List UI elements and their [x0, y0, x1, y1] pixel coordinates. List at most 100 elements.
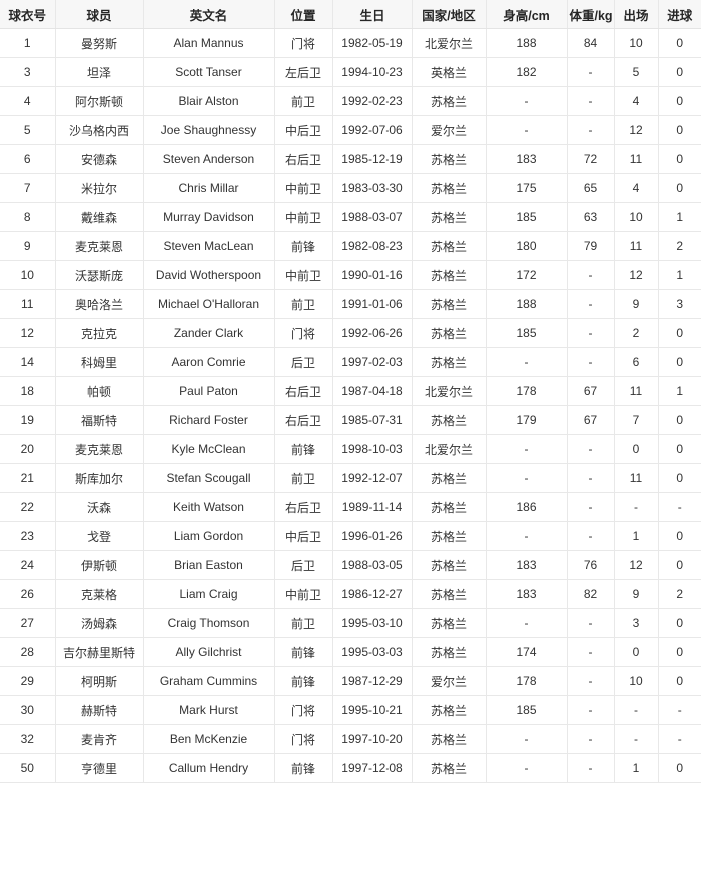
cell-player-name-cn[interactable]: 麦克莱恩	[55, 231, 144, 261]
cell-position: 右后卫	[274, 376, 333, 406]
cell-height: -	[486, 753, 568, 783]
cell-player-name-cn[interactable]: 戈登	[55, 521, 144, 551]
cell-appearances: 3	[614, 608, 659, 638]
cell-player-name-cn[interactable]: 戴维森	[55, 202, 144, 232]
cell-shirt-number: 50	[0, 753, 56, 783]
cell-player-name-cn[interactable]: 麦肯齐	[55, 724, 144, 754]
table-header: 球衣号 球员 英文名 位置 生日 国家/地区 身高/cm 体重/kg 出场 进球	[0, 0, 701, 29]
cell-weight: -	[567, 521, 615, 551]
cell-player-name-en[interactable]: Richard Foster	[143, 405, 275, 435]
cell-height: 185	[486, 318, 568, 348]
column-header-height[interactable]: 身高/cm	[486, 0, 568, 29]
cell-player-name-en[interactable]: Brian Easton	[143, 550, 275, 580]
cell-appearances: 0	[614, 637, 659, 667]
cell-player-name-cn[interactable]: 沃森	[55, 492, 144, 522]
cell-country: 英格兰	[412, 57, 487, 87]
cell-shirt-number: 20	[0, 434, 56, 464]
table-row: 29 柯明斯 Graham Cummins 前锋 1987-12-29 爱尔兰 178-10…	[0, 666, 701, 696]
table-row: 14 科姆里 Aaron Comrie 后卫 1997-02-03 苏格兰 - -6 0	[0, 347, 701, 377]
cell-position: 前锋	[274, 231, 333, 261]
cell-player-name-cn[interactable]: 坦泽	[55, 57, 144, 87]
cell-height: 172	[486, 260, 568, 290]
cell-height: 174	[486, 637, 568, 667]
table-row: 24 伊斯顿 Brian Easton 后卫 1988-03-05 苏格兰 183 76 12 0	[0, 550, 701, 580]
cell-country: 苏格兰	[412, 86, 487, 116]
cell-player-name-cn[interactable]: 伊斯顿	[55, 550, 144, 580]
cell-player-name-cn[interactable]: 汤姆森	[55, 608, 144, 638]
cell-birthdate: 1997-10-20	[332, 724, 413, 754]
cell-appearances: 10	[614, 28, 659, 58]
cell-player-name-cn[interactable]: 克莱格	[55, 579, 144, 609]
cell-height: 186	[486, 492, 568, 522]
cell-player-name-cn[interactable]: 米拉尔	[55, 173, 144, 203]
cell-birthdate: 1994-10-23	[332, 57, 413, 87]
cell-player-name-en[interactable]: Ben McKenzie	[143, 724, 275, 754]
cell-player-name-cn[interactable]: 克拉克	[55, 318, 144, 348]
column-header-name-en[interactable]: 英文名	[143, 0, 275, 29]
column-header-country[interactable]: 国家/地区	[412, 0, 487, 29]
cell-player-name-cn[interactable]: 奥哈洛兰	[55, 289, 144, 319]
cell-player-name-cn[interactable]: 赫斯特	[55, 695, 144, 725]
table-row: 21 斯库加尔 Stefan Scougall 前卫 1992-12-07 苏格兰 - -11…	[0, 463, 701, 493]
cell-player-name-en[interactable]: Liam Craig	[143, 579, 275, 609]
table-row: 11 奥哈洛兰 Michael O'Halloran 前卫 1991-01-06 苏格兰 1…	[0, 289, 701, 319]
cell-player-name-cn[interactable]: 曼努斯	[55, 28, 144, 58]
cell-player-name-cn[interactable]: 阿尔斯顿	[55, 86, 144, 116]
cell-player-name-cn[interactable]: 安德森	[55, 144, 144, 174]
cell-player-name-cn[interactable]: 柯明斯	[55, 666, 144, 696]
cell-height: -	[486, 86, 568, 116]
cell-country: 爱尔兰	[412, 115, 487, 145]
cell-player-name-cn[interactable]: 亨德里	[55, 753, 144, 783]
cell-height: -	[486, 724, 568, 754]
cell-appearances: 11	[614, 463, 659, 493]
cell-player-name-cn[interactable]: 福斯特	[55, 405, 144, 435]
cell-player-name-en[interactable]: Stefan Scougall	[143, 463, 275, 493]
column-header-birth[interactable]: 生日	[332, 0, 413, 29]
cell-player-name-en[interactable]: Craig Thomson	[143, 608, 275, 638]
cell-weight: -	[567, 115, 615, 145]
cell-player-name-cn[interactable]: 帕顿	[55, 376, 144, 406]
cell-position: 中后卫	[274, 521, 333, 551]
squad-roster-container: 球衣号 球员 英文名 位置 生日 国家/地区 身高/cm 体重/kg 出场 进球…	[0, 0, 701, 783]
column-header-weight[interactable]: 体重/kg	[567, 0, 615, 29]
column-header-name-cn[interactable]: 球员	[55, 0, 144, 29]
cell-appearances: 11	[614, 144, 659, 174]
cell-player-name-cn[interactable]: 沃瑟斯庞	[55, 260, 144, 290]
cell-player-name-en[interactable]: Liam Gordon	[143, 521, 275, 551]
cell-player-name-cn[interactable]: 吉尔赫里斯特	[55, 637, 144, 667]
cell-player-name-en[interactable]: Michael O'Halloran	[143, 289, 275, 319]
cell-player-name-en[interactable]: Scott Tanser	[143, 57, 275, 87]
cell-shirt-number: 18	[0, 376, 56, 406]
cell-player-name-cn[interactable]: 科姆里	[55, 347, 144, 377]
cell-player-name-cn[interactable]: 斯库加尔	[55, 463, 144, 493]
cell-player-name-cn[interactable]: 麦克莱恩	[55, 434, 144, 464]
cell-player-name-en: David Wotherspoon	[143, 260, 275, 290]
table-row: 23 戈登 Liam Gordon 中后卫 1996-01-26 苏格兰 - -1 0	[0, 521, 701, 551]
cell-country: 苏格兰	[412, 492, 487, 522]
table-row: 18 帕顿 Paul Paton 右后卫 1987-04-18 北爱尔兰 178 67 11 1	[0, 376, 701, 406]
cell-player-name-en[interactable]: Keith Watson	[143, 492, 275, 522]
cell-player-name-en[interactable]: Steven Anderson	[143, 144, 275, 174]
table-row: 9 麦克莱恩 Steven MacLean 前锋 1982-08-23 苏格兰 180 79 1…	[0, 231, 701, 261]
cell-country: 苏格兰	[412, 637, 487, 667]
cell-weight: -	[567, 260, 615, 290]
column-header-apps[interactable]: 出场	[614, 0, 659, 29]
cell-player-name-cn[interactable]: 沙乌格内西	[55, 115, 144, 145]
cell-country: 苏格兰	[412, 608, 487, 638]
cell-appearances: 12	[614, 260, 659, 290]
column-header-number[interactable]: 球衣号	[0, 0, 56, 29]
cell-weight: -	[567, 57, 615, 87]
cell-shirt-number: 32	[0, 724, 56, 754]
column-header-position[interactable]: 位置	[274, 0, 333, 29]
cell-country: 苏格兰	[412, 289, 487, 319]
cell-shirt-number: 14	[0, 347, 56, 377]
cell-height: 185	[486, 695, 568, 725]
table-row: 5 沙乌格内西 Joe Shaughnessy 中后卫 1992-07-06 爱尔兰 - -1…	[0, 115, 701, 145]
cell-player-name-en[interactable]: Joe Shaughnessy	[143, 115, 275, 145]
cell-position: 前锋	[274, 434, 333, 464]
cell-height: 183	[486, 579, 568, 609]
cell-player-name-en[interactable]: Murray Davidson	[143, 202, 275, 232]
cell-country: 苏格兰	[412, 753, 487, 783]
cell-position: 门将	[274, 695, 333, 725]
column-header-goals[interactable]: 进球	[658, 0, 701, 29]
